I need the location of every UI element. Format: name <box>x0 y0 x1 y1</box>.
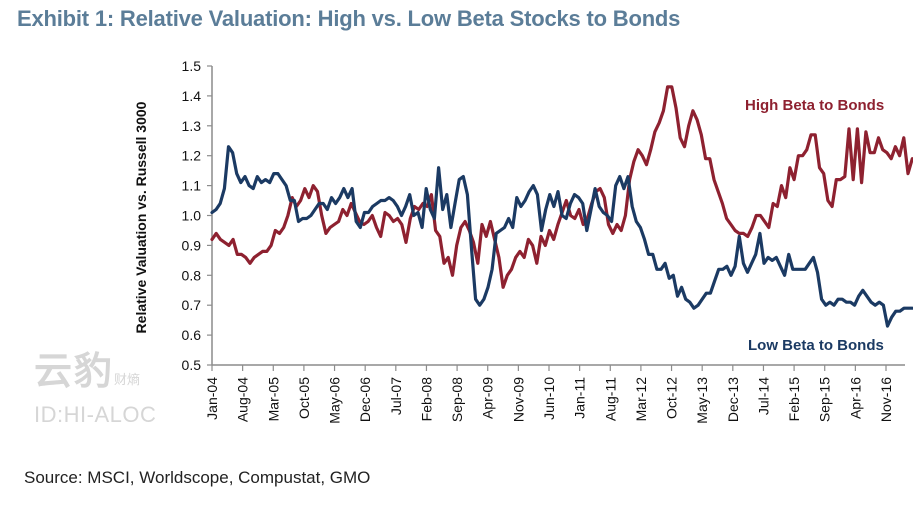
x-tick-label: Nov-09 <box>510 377 526 422</box>
y-tick-label: 0.9 <box>182 237 202 253</box>
x-tick-label: Apr-16 <box>847 377 863 419</box>
x-tick-label: Feb-15 <box>786 377 802 422</box>
y-tick-label: 1.0 <box>182 208 202 224</box>
x-tick-label: Apr-09 <box>480 377 496 419</box>
x-tick-label: Dec-13 <box>725 377 741 422</box>
x-tick-label: Aug-11 <box>602 377 618 421</box>
x-tick-label: Aug-04 <box>235 377 251 422</box>
x-axis: Jan-04 Aug-04 Mar-05 Oct-05 May-06 Dec-06 Jul-… <box>204 364 905 424</box>
y-tick-label: 1.5 <box>182 58 202 74</box>
x-tick-label: Oct-05 <box>296 377 312 419</box>
x-tick-label: Jan-04 <box>204 377 220 420</box>
x-tick-label: Mar-05 <box>265 377 281 422</box>
x-tick-label: Sep-08 <box>449 377 465 422</box>
x-tick-label: Jan-11 <box>572 377 588 419</box>
y-tick-label: 1.3 <box>182 118 202 134</box>
series-label-high-beta: High Beta to Bonds <box>745 97 884 114</box>
x-tick-label: Dec-06 <box>357 377 373 422</box>
y-tick-label: 0.5 <box>182 357 202 373</box>
x-tick-label: May-13 <box>694 377 710 424</box>
x-tick-label: Sep-15 <box>817 377 833 422</box>
y-axis-title: Relative Valuation vs. Russell 3000 <box>133 101 149 333</box>
x-tick-label: Mar-12 <box>633 377 649 422</box>
x-tick-label: May-06 <box>327 377 343 424</box>
x-tick-label: Jul-14 <box>755 377 771 415</box>
series-line-low-beta <box>210 145 913 328</box>
x-tick-label: Nov-16 <box>878 377 894 422</box>
source-note: Source: MSCI, Worldscope, Compustat, GMO <box>24 468 371 487</box>
y-tick-label: 1.2 <box>182 148 202 164</box>
y-tick-label: 1.1 <box>182 178 202 194</box>
y-tick-label: 0.8 <box>182 267 202 283</box>
x-tick-label: Feb-08 <box>418 377 434 422</box>
series-layer <box>210 85 913 328</box>
x-tick-label: Jul-07 <box>388 377 404 415</box>
series-line-high-beta <box>210 85 913 289</box>
series-label-low-beta: Low Beta to Bonds <box>748 337 884 354</box>
y-tick-label: 0.6 <box>182 327 202 343</box>
x-tick-label: Oct-12 <box>664 377 680 419</box>
y-axis: 1.5 1.4 1.3 1.2 1.1 1.0 0.9 0.8 0.7 0.6 0.5 <box>182 58 213 373</box>
chart-title: Exhibit 1: Relative Valuation: High vs. … <box>17 6 681 31</box>
y-tick-label: 1.4 <box>182 88 202 104</box>
x-tick-label: Jun-10 <box>541 377 557 420</box>
y-tick-label: 0.7 <box>182 297 202 313</box>
